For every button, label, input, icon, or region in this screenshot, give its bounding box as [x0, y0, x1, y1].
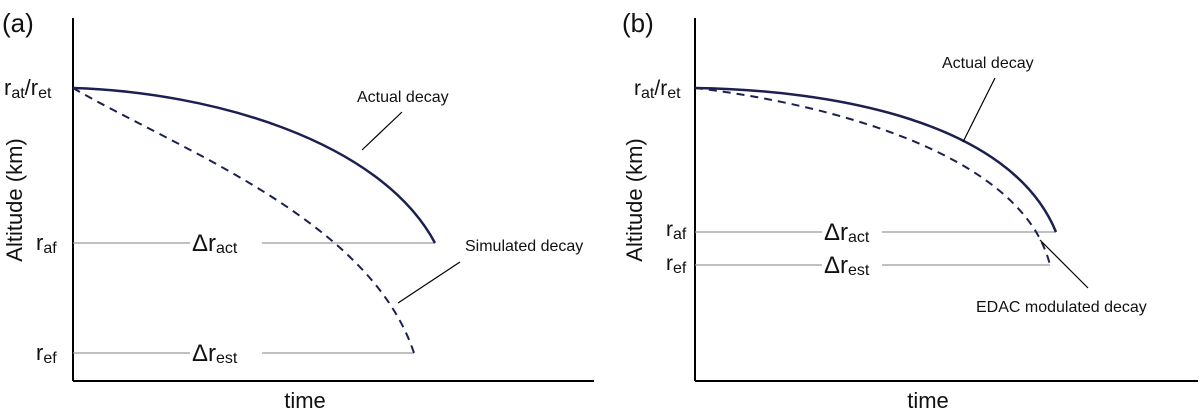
panel-a-actual-decay-curve	[72, 86, 437, 244]
panel-b-delta-r-est-label: Δrest	[824, 252, 870, 279]
panel-b-edac-decay-label: EDAC modulated decay	[976, 299, 1147, 316]
panel-b-actual-decay-curve	[694, 86, 1058, 233]
panel-b-r-af-label: raf	[666, 218, 687, 243]
panel-a-r-top-label: rat/ret	[4, 75, 52, 102]
panel-b-actual-decay-label: Actual decay	[942, 55, 1034, 72]
panel-b-edac-decay-curve	[694, 87, 1051, 266]
panel-b-label: (b)	[622, 8, 654, 38]
panel-a-delta-r-act-label: Δract	[192, 230, 238, 257]
panel-b-delta-r-act-label: Δract	[824, 219, 870, 246]
panel-b-r-top-label: rat/ret	[634, 77, 681, 102]
panel-b: (b) Altitude (km) time rat/ret raf ref Δ…	[622, 8, 1198, 412]
panel-b-actual-leader	[962, 77, 996, 143]
panel-a-delta-r-est-label: Δrest	[192, 340, 238, 367]
panel-a: (a) Altitude (km) time rat/ret raf ref Δ…	[2, 8, 594, 412]
panel-a-r-ef-label: ref	[36, 340, 57, 367]
panel-b-r-ef-label: ref	[666, 252, 687, 277]
panel-a-simulated-decay-curve	[72, 87, 415, 354]
panel-a-x-axis-title: time	[284, 388, 326, 412]
panel-b-y-axis-title: Altitude (km)	[622, 138, 647, 261]
panel-a-simulated-decay-label: Simulated decay	[465, 238, 583, 255]
panel-a-y-axis-title: Altitude (km)	[2, 138, 27, 261]
panel-b-x-axis-title: time	[907, 388, 949, 412]
panel-b-edac-leader	[1039, 239, 1089, 289]
panel-a-actual-decay-label: Actual decay	[357, 89, 449, 106]
panel-a-simulated-leader	[397, 261, 461, 304]
panel-a-actual-leader	[361, 111, 403, 151]
panel-a-r-af-label: raf	[36, 230, 57, 257]
panel-a-label: (a)	[2, 8, 34, 38]
